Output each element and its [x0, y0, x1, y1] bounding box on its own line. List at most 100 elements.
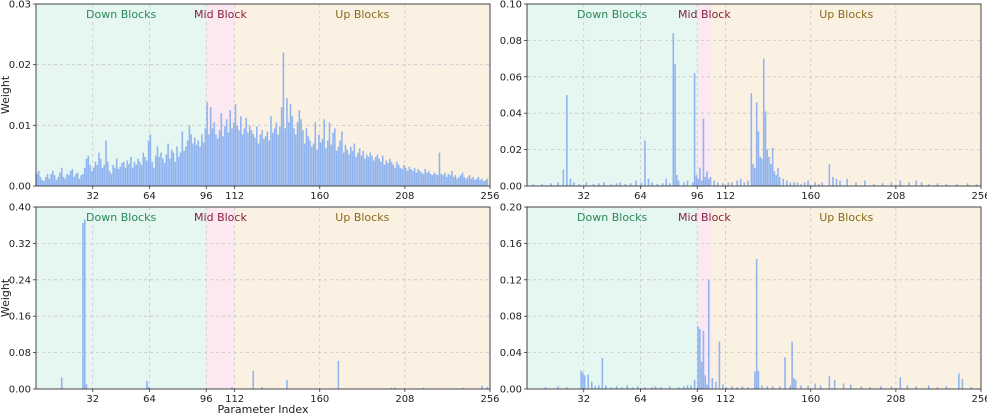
bar	[130, 156, 132, 186]
bar	[677, 387, 680, 389]
bar	[59, 172, 61, 186]
bar	[117, 169, 120, 186]
bar	[419, 170, 421, 186]
bar	[103, 164, 106, 186]
bar	[833, 379, 836, 389]
bar	[326, 140, 329, 186]
bar	[174, 161, 177, 186]
x-tick-label: 208	[886, 394, 905, 405]
bar	[286, 379, 288, 389]
bar	[832, 176, 834, 186]
bar	[624, 184, 627, 186]
bar	[747, 387, 749, 389]
bar	[220, 113, 223, 186]
bar	[48, 178, 51, 186]
y-tick-label: 0.16	[9, 312, 31, 323]
region-label-down: Down Blocks	[86, 211, 156, 224]
x-tick-label: 112	[225, 394, 244, 405]
bar	[683, 386, 685, 389]
bar	[36, 173, 38, 186]
bar	[215, 134, 217, 186]
bar	[557, 386, 559, 389]
bar	[252, 370, 255, 389]
y-tick-label: 0.06	[500, 72, 522, 83]
bar	[37, 170, 40, 186]
x-tick-label: 160	[310, 191, 329, 202]
bar	[615, 183, 618, 186]
y-tick-label: 0.00	[500, 182, 522, 193]
region-label-up: Up Blocks	[335, 8, 389, 21]
bar	[899, 180, 902, 186]
bar	[252, 133, 255, 186]
bar	[835, 178, 838, 186]
bar	[179, 152, 182, 186]
bar	[704, 375, 707, 389]
bar	[225, 119, 228, 186]
bar	[842, 383, 845, 389]
bar	[796, 182, 799, 186]
bar	[44, 176, 47, 186]
bar	[580, 370, 582, 389]
bar	[472, 176, 474, 186]
x-tick-label: 64	[634, 191, 647, 202]
bar	[610, 387, 613, 389]
bar	[459, 175, 462, 186]
bar	[128, 164, 130, 186]
bar	[232, 122, 235, 186]
bar	[463, 176, 466, 186]
bar	[160, 152, 162, 186]
bar	[337, 360, 340, 389]
bar	[146, 380, 148, 389]
bar	[449, 175, 451, 186]
bar	[390, 161, 393, 186]
bar	[872, 184, 875, 186]
y-tick-label: 0.08	[500, 312, 522, 323]
bar	[654, 386, 657, 389]
bar	[68, 175, 70, 186]
bar	[707, 178, 710, 186]
bar	[295, 134, 297, 186]
bar	[216, 138, 219, 186]
bar	[380, 161, 382, 186]
bar	[452, 176, 455, 186]
bar	[762, 58, 765, 186]
bar	[629, 183, 632, 186]
bar	[385, 160, 388, 186]
bar	[364, 158, 366, 186]
bar	[183, 150, 185, 186]
region-label-mid: Mid Block	[678, 8, 731, 21]
bar	[821, 182, 824, 186]
bar	[741, 386, 744, 389]
bar	[62, 176, 65, 186]
region-mid-fill	[206, 207, 235, 389]
bar	[693, 379, 696, 389]
bar	[566, 95, 568, 186]
bar	[394, 167, 396, 186]
bar	[323, 119, 325, 186]
x-tick-label: 64	[143, 394, 156, 405]
bar	[396, 161, 398, 186]
bar	[248, 125, 251, 186]
bar	[397, 164, 400, 186]
bar	[550, 183, 552, 186]
bar	[693, 73, 696, 186]
bar	[890, 386, 893, 389]
bar	[339, 140, 341, 186]
bar	[966, 183, 969, 186]
bar	[727, 182, 730, 186]
bar	[176, 146, 178, 186]
bar	[193, 137, 196, 186]
bar	[583, 375, 586, 389]
bar	[438, 152, 441, 186]
bar	[348, 154, 350, 186]
bar	[328, 122, 331, 186]
region-down-fill	[527, 207, 698, 389]
bar	[75, 173, 77, 186]
bar	[89, 164, 91, 186]
x-tick-label: 112	[716, 394, 735, 405]
bar	[656, 184, 659, 186]
bar	[754, 167, 756, 186]
region-label-mid: Mid Block	[194, 211, 247, 224]
bar	[791, 341, 793, 389]
